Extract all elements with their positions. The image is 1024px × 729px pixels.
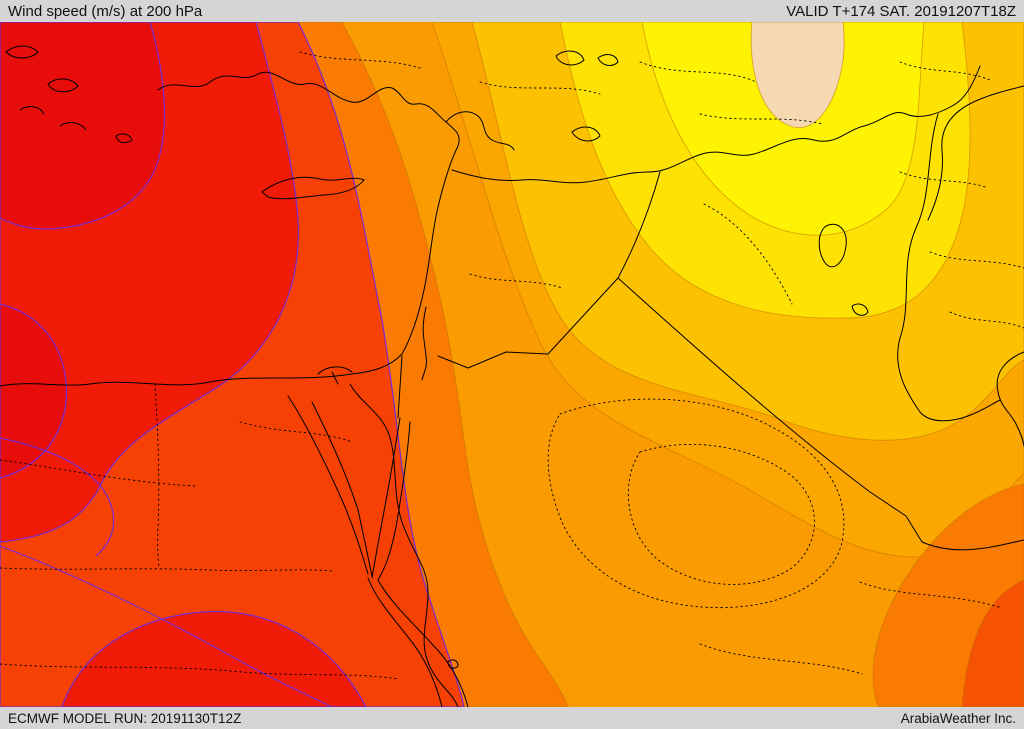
coastline-caspian [927,85,1024,221]
coastline-red-sea-west [367,577,443,707]
border-egypt-israel [397,355,403,419]
contour-isolines [0,437,333,707]
coastlines [0,45,1024,707]
aegean-island [5,45,39,59]
coastline-persian-gulf [996,351,1024,447]
coastline-gulf-of-suez [287,395,373,577]
contour-band-lowest [750,22,845,129]
contour-band-high-br [961,579,1024,707]
admin-boundary [899,171,989,189]
coastline-gulf-of-aqaba [371,417,411,581]
border-turkey-south [451,65,981,184]
coastline-iskenderun [445,111,515,151]
border-iraq-saudi [617,277,1024,551]
border-iran-iraq [897,113,1001,422]
admin-boundary [154,383,160,569]
admin-boundary [639,61,757,83]
island-rhodes [115,133,133,144]
lake-tuz [555,50,585,66]
admin-boundary [0,459,197,487]
aegean-island [47,78,79,93]
admin-boundary [703,203,793,305]
coastline-nile-delta [317,366,353,385]
header-bar: Wind speed (m/s) at 200 hPa VALID T+174 … [0,0,1024,22]
wind-speed-contour-map [0,22,1024,707]
brand-label: ArabiaWeather Inc. [900,710,1016,726]
river-nile [349,383,459,707]
lake-small-iran [851,303,869,316]
admin-boundary [239,421,353,443]
lake-urmia [818,223,847,268]
contour-band-very-low [641,22,925,236]
admin-boundary [899,61,991,81]
lake-anatolia-small [597,54,619,66]
island-cyprus [261,176,365,200]
contour-fill-bands [0,22,1024,707]
contour-band-very-high-bottomleft [61,610,367,707]
red-sea-island [447,659,459,669]
admin-boundary [479,81,601,95]
contour-band-max-leftedge [0,303,68,479]
border-syria-iraq [617,171,661,279]
contour-line-purple [0,437,115,557]
model-run-label: ECMWF MODEL RUN: 20191130T12Z [8,710,242,726]
admin-boundary [699,643,863,675]
admin-boundary [627,443,815,585]
map-title: Wind speed (m/s) at 200 hPa [8,2,203,20]
aegean-coast-fragment [19,106,87,131]
admin-boundary [859,581,1003,609]
country-borders [397,65,1024,551]
valid-time-label: VALID T+174 SAT. 20191207T18Z [786,2,1016,20]
lake-van [571,126,601,142]
border-jordan-saudi [437,351,549,369]
dead-sea [421,306,427,381]
border-jordan-iraq [547,277,619,355]
contour-band-max-topleft [0,22,166,230]
admin-boundary [469,273,563,289]
coastline-mediterranean [0,71,460,387]
weather-map [0,22,1024,707]
admin-boundary [929,251,1024,269]
admin-boundaries [0,51,1024,680]
coastline-red-sea-east [377,579,469,707]
admin-boundary [299,51,421,69]
contour-line-purple [0,545,333,707]
footer-bar: ECMWF MODEL RUN: 20191130T12Z ArabiaWeat… [0,707,1024,729]
